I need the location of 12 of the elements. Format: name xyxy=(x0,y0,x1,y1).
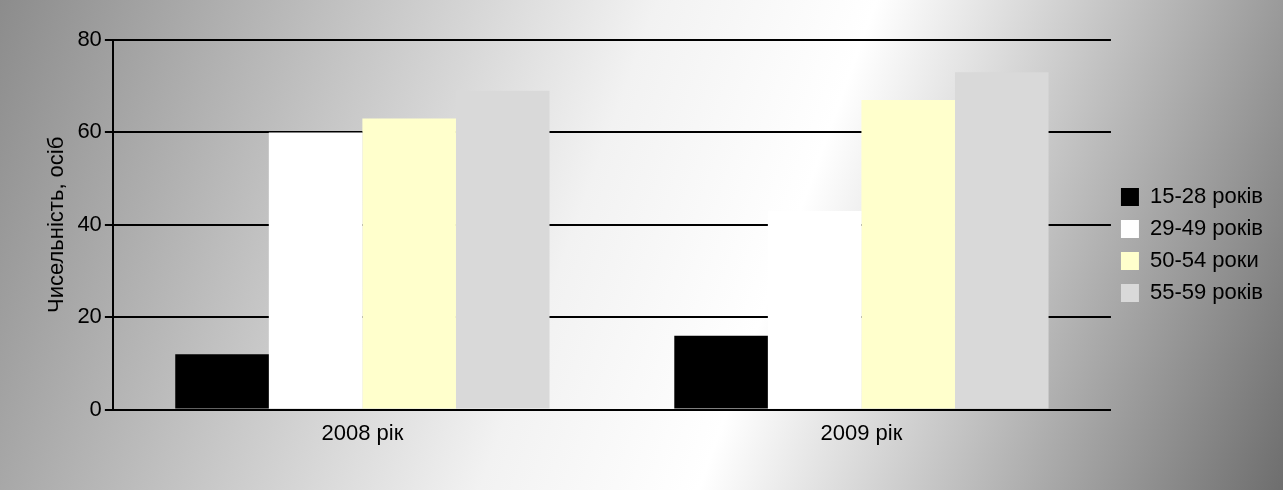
x-tick-label: 2009 рік xyxy=(820,419,903,445)
legend-label: 29-49 років xyxy=(1149,215,1264,241)
legend-label: 50-54 роки xyxy=(1149,247,1259,273)
y-tick-label: 40 xyxy=(77,210,102,236)
y-axis-title: Чисельність, осіб xyxy=(43,136,69,313)
y-tick-label: 60 xyxy=(77,118,102,144)
y-tick-label: 80 xyxy=(77,26,102,52)
y-tick-label: 0 xyxy=(89,395,102,421)
y-tick-label: 20 xyxy=(77,303,102,329)
x-tick-label: 2008 рік xyxy=(321,419,404,445)
legend-label: 15-28 років xyxy=(1149,183,1264,209)
legend-label: 55-59 років xyxy=(1149,279,1264,305)
